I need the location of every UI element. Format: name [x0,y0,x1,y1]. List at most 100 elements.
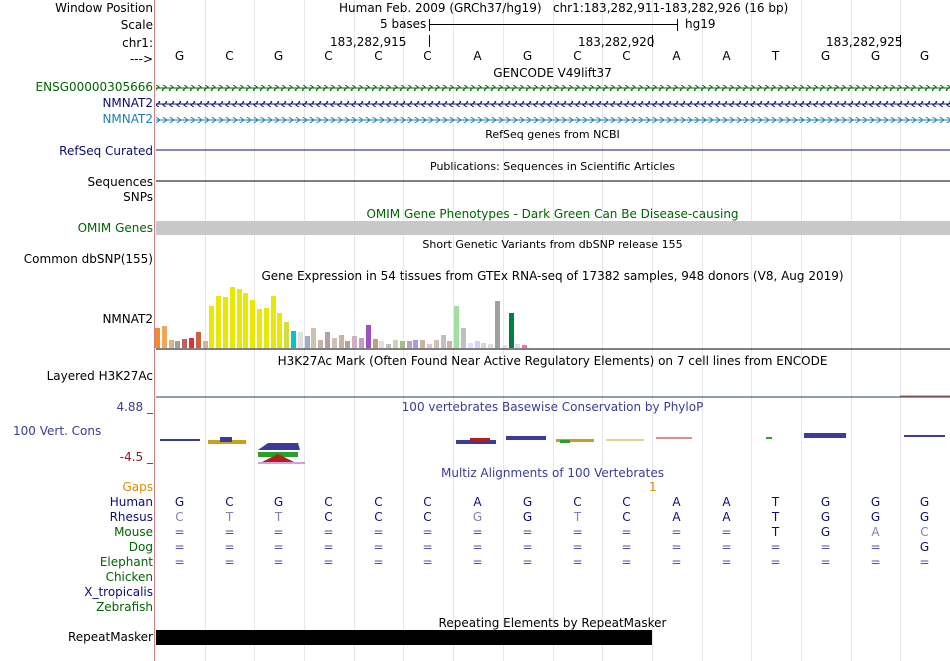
gtex-tissue-bar[interactable] [216,296,222,348]
gtex-tissue-bar[interactable] [406,341,412,348]
gtex-tissue-bar[interactable] [209,306,215,348]
gtex-tissue-bar[interactable] [236,289,242,348]
gencode-title[interactable]: GENCODE V49lift37 [493,66,612,80]
h3k27ac-label[interactable]: Layered H3K27Ac [46,369,153,383]
gtex-tissue-bar[interactable] [359,338,364,348]
gtex-tissue-bar[interactable] [372,339,378,348]
gtex-tissue-bar[interactable] [399,341,405,348]
gtex-tissue-bar[interactable] [508,313,514,348]
gtex-tissue-bar[interactable] [481,343,487,348]
tick-label-3: 183,282,925 [826,35,903,49]
gene-label-nmnat2-2[interactable]: NMNAT2 [102,112,153,126]
gtex-tissue-bar[interactable] [223,297,228,348]
gtex-tissue-bar[interactable] [495,301,500,348]
gtex-tissue-bar[interactable] [420,340,426,348]
multiz-title[interactable]: Multiz Alignments of 100 Vertebrates [440,466,665,480]
assembly-title[interactable]: Human Feb. 2009 (GRCh37/hg19) chr1:183,2… [339,1,789,15]
gtex-tissue-bar[interactable] [501,345,507,348]
gtex-tissue-bar[interactable] [263,308,269,348]
h3k27ac-title[interactable]: H3K27Ac Mark (Often Found Near Active Re… [277,354,828,368]
omim-bar[interactable] [156,221,950,235]
gtex-tissue-bar[interactable] [284,322,290,348]
gtex-tissue-bar[interactable] [386,344,392,348]
gtex-tissue-bar[interactable] [304,336,310,348]
gtex-tissue-bar[interactable] [393,340,398,348]
gtex-tissue-bar[interactable] [433,340,439,348]
gtex-tissue-bar[interactable] [195,332,201,348]
alignment-base: G [820,495,831,509]
species-label[interactable]: X_tropicalis [84,585,153,599]
gtex-tissue-bar[interactable] [522,345,528,348]
gtex-tissue-bar[interactable] [440,335,446,348]
species-label[interactable]: Chicken [105,570,153,584]
gtex-tissue-bar[interactable] [515,344,521,348]
gtex-tissue-bar[interactable] [161,326,167,348]
base-letter: A [473,49,482,63]
gtex-tissue-bar[interactable] [250,300,256,348]
gtex-tissue-bar[interactable] [447,341,453,348]
gtex-tissue-bar[interactable] [270,296,276,348]
species-label[interactable]: Dog [128,540,153,554]
gtex-tissue-bar[interactable] [202,341,208,348]
gtex-tissue-bar[interactable] [379,341,385,348]
gtex-tissue-bar[interactable] [345,341,351,348]
gtex-tissue-bar[interactable] [277,313,283,348]
gene-ensg-line[interactable] [156,85,950,91]
gtex-tissue-bar[interactable] [175,341,181,348]
alignment-base: = [721,525,732,539]
repeatmasker-bar[interactable] [156,630,652,645]
gtex-tissue-bar[interactable] [488,344,494,348]
gtex-tissue-bar[interactable] [291,331,296,348]
gtex-tissue-bar[interactable] [331,338,337,348]
gene-nmnat2-line-2[interactable] [156,117,950,123]
gtex-tissue-bar[interactable] [338,335,344,348]
alignment-base: T [274,510,283,524]
repeatmasker-label[interactable]: RepeatMasker [67,630,153,644]
pubs-label[interactable]: Sequences [87,175,153,189]
cons-label[interactable]: 100 Vert. Cons [13,424,102,438]
gtex-tissue-bar[interactable] [365,325,371,348]
omim-title[interactable]: OMIM Gene Phenotypes - Dark Green Can Be… [366,207,739,221]
gtex-tissue-bar[interactable] [467,343,473,348]
gtex-tissue-bar[interactable] [155,328,160,348]
alignment-base: = [472,555,483,569]
gene-label-nmnat2-1[interactable]: NMNAT2 [102,96,153,110]
gtex-tissue-bar[interactable] [243,293,249,348]
gene-nmnat2-line-1[interactable] [156,101,950,107]
refseq-title[interactable]: RefSeq genes from NCBI [485,128,620,141]
species-label[interactable]: Rhesus [109,510,153,524]
gtex-tissue-bar[interactable] [257,309,262,348]
species-label[interactable]: Human [109,495,153,509]
gene-label-ensg[interactable]: ENSG00000305666 [35,80,153,94]
gtex-tissue-bar[interactable] [311,328,317,348]
dbsnp-title[interactable]: Short Genetic Variants from dbSNP releas… [422,238,683,251]
omim-label[interactable]: OMIM Genes [77,221,153,235]
dbsnp-label[interactable]: Common dbSNP(155) [23,252,153,266]
species-label[interactable]: Elephant [99,555,153,569]
gtex-tissue-bar[interactable] [427,344,432,348]
gtex-tissue-bar[interactable] [413,340,419,348]
gtex-tissue-bar[interactable] [318,340,324,348]
gtex-tissue-bar[interactable] [352,336,358,348]
gtex-tissue-bar[interactable] [454,306,460,348]
gtex-label[interactable]: NMNAT2 [102,312,153,326]
gtex-title[interactable]: Gene Expression in 54 tissues from GTEx … [261,269,844,283]
species-label[interactable]: Mouse [114,525,153,539]
gaps-label: Gaps [122,480,153,494]
gtex-tissue-bar[interactable] [474,341,480,348]
gtex-tissue-bar[interactable] [182,339,188,348]
gtex-tissue-bar[interactable] [297,332,303,348]
gtex-tissue-bar[interactable] [229,287,235,348]
gtex-tissue-bar[interactable] [189,338,194,348]
conservation-logos[interactable] [160,433,945,464]
snps-label[interactable]: SNPs [123,190,153,204]
gtex-tissue-bar[interactable] [325,332,330,348]
repeatmasker-title[interactable]: Repeating Elements by RepeatMasker [438,616,667,630]
cons-max-label: 4.88 _ [116,400,153,414]
gtex-tissue-bar[interactable] [168,340,174,348]
species-label[interactable]: Zebrafish [96,600,153,614]
refseq-label[interactable]: RefSeq Curated [59,144,153,158]
cons-title[interactable]: 100 vertebrates Basewise Conservation by… [401,400,704,414]
pubs-title[interactable]: Publications: Sequences in Scientific Ar… [430,160,675,173]
gtex-tissue-bar[interactable] [461,328,466,348]
